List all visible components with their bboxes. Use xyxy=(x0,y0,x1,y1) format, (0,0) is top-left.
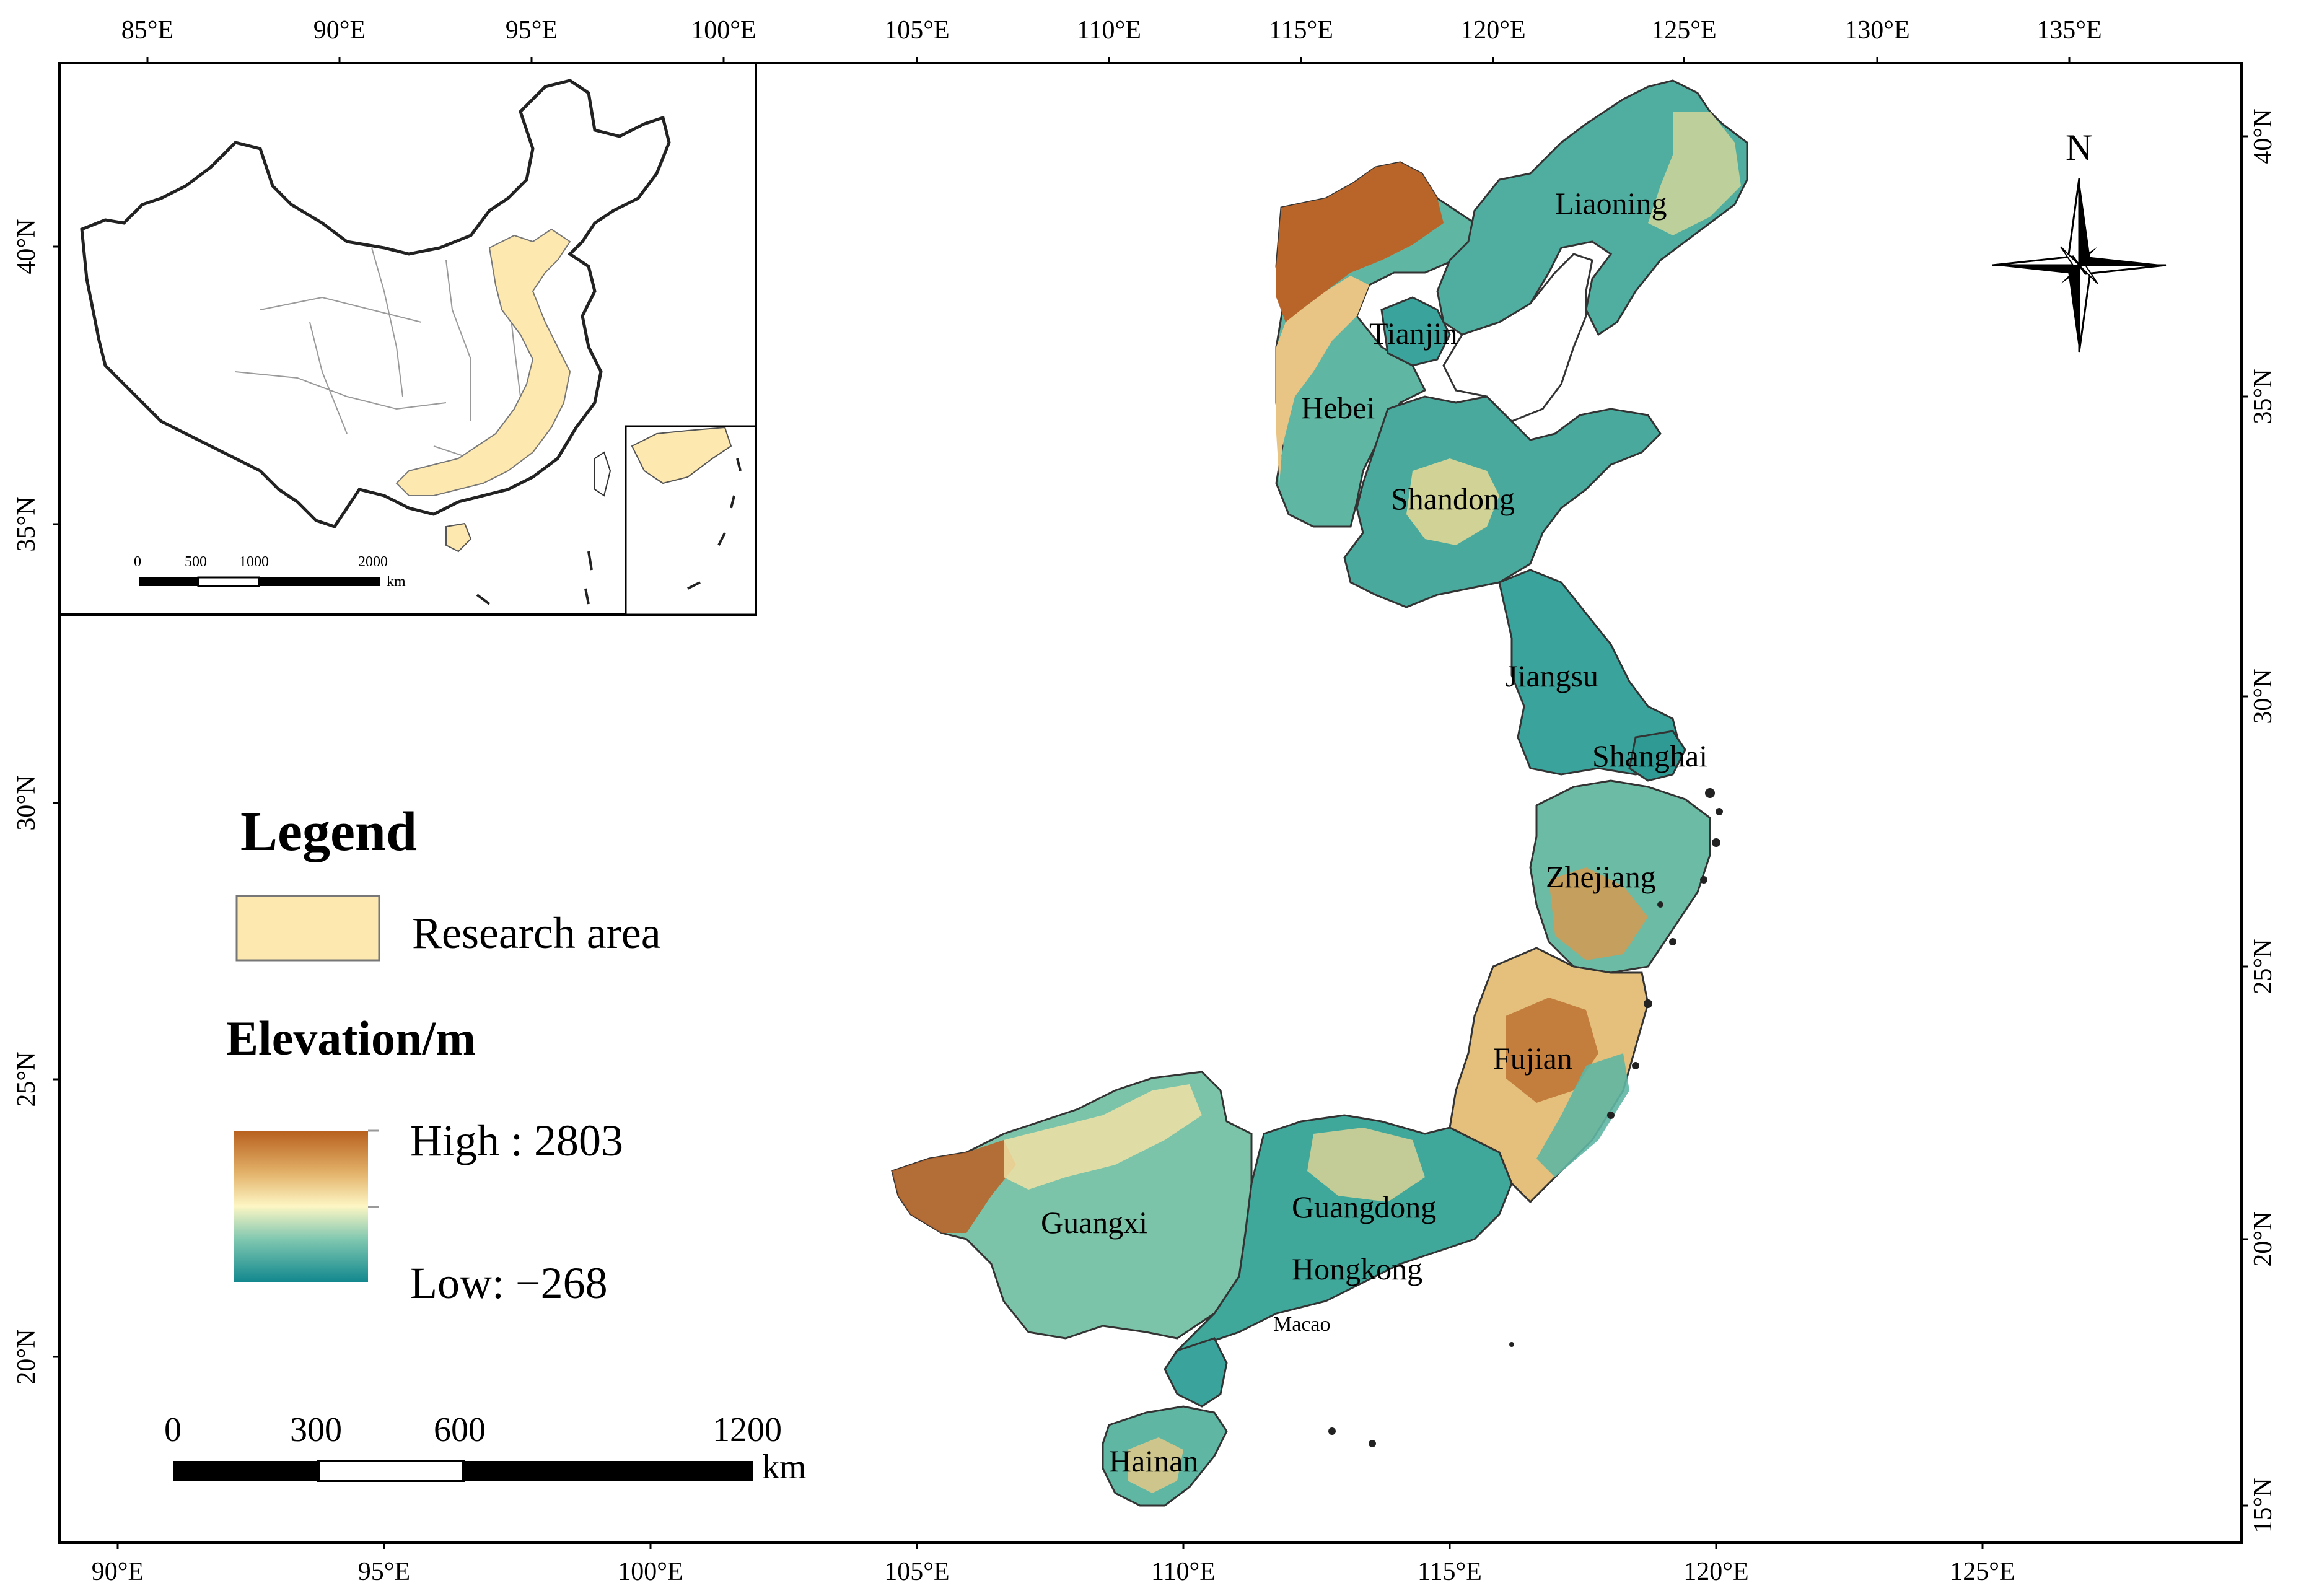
inset-scale-1000: 1000 xyxy=(239,554,269,570)
label-shanghai: Shanghai xyxy=(1592,739,1707,773)
scale-bar: 0 300 600 1200 km xyxy=(164,1411,807,1486)
top-lon-label: 85°E xyxy=(121,16,173,45)
left-lat-label: 35°N xyxy=(12,496,41,551)
label-guangxi: Guangxi xyxy=(1041,1205,1147,1240)
inset-research-area xyxy=(395,228,571,496)
label-tianjin: Tianjin xyxy=(1369,316,1458,351)
inset-scale-bar: 0 500 1000 2000 km xyxy=(134,554,406,590)
left-latitude-axis: 40°N 35°N 30°N 25°N 20°N xyxy=(12,219,59,1385)
shanghai-region xyxy=(1628,730,1686,782)
top-lon-label: 90°E xyxy=(313,16,366,45)
shandong-hills xyxy=(1406,458,1499,545)
left-lat-label: 25°N xyxy=(12,1051,41,1107)
label-guangdong: Guangdong xyxy=(1292,1190,1436,1224)
coastal-islands xyxy=(1328,788,1723,1447)
elevation-high-label: High : 2803 xyxy=(410,1116,623,1165)
tianjin-region xyxy=(1380,296,1451,367)
label-macao: Macao xyxy=(1273,1313,1331,1336)
legend: Legend Research area Elevation/m High : … xyxy=(226,801,661,1308)
right-latitude-axis: 40°N 35°N 30°N 25°N 20°N 15°N xyxy=(2242,108,2277,1533)
label-jiangsu: Jiangsu xyxy=(1506,659,1598,693)
bottom-lon-label: 95°E xyxy=(358,1558,410,1586)
north-label: N xyxy=(2066,127,2092,168)
north-arrow: N xyxy=(1992,127,2167,353)
top-lon-label: 130°E xyxy=(1844,16,1909,45)
right-lat-label: 15°N xyxy=(2249,1478,2277,1533)
top-lon-label: 125°E xyxy=(1651,16,1716,45)
fujian-coast xyxy=(1536,1053,1629,1177)
inset-map: 0 500 1000 2000 km xyxy=(58,62,757,616)
label-hebei: Hebei xyxy=(1301,390,1375,425)
hainan-mountains xyxy=(1128,1437,1183,1493)
bottom-lon-label: 105°E xyxy=(884,1558,949,1586)
elevation-low-label: Low: −268 xyxy=(410,1258,608,1308)
right-lat-label: 30°N xyxy=(2249,669,2277,724)
bottom-lon-label: 120°E xyxy=(1683,1558,1748,1586)
guangxi-uplands xyxy=(1004,1084,1202,1190)
research-area-label: Research area xyxy=(412,908,661,958)
bottom-longitude-axis: 90°E 95°E 100°E 105°E 110°E 115°E 120°E 125°E xyxy=(92,1543,2015,1586)
label-shandong: Shandong xyxy=(1391,481,1515,516)
elevation-title: Elevation/m xyxy=(226,1011,476,1065)
bottom-lon-label: 125°E xyxy=(1950,1558,2015,1586)
label-liaoning: Liaoning xyxy=(1555,186,1667,221)
leizhou-peninsula xyxy=(1164,1337,1228,1408)
right-lat-label: 20°N xyxy=(2249,1211,2277,1266)
legend-title: Legend xyxy=(240,801,417,862)
top-lon-label: 95°E xyxy=(506,16,558,45)
scale-label-1200: 1200 xyxy=(712,1411,782,1449)
bottom-lon-label: 110°E xyxy=(1151,1558,1216,1586)
inset-scale-2000: 2000 xyxy=(358,554,388,570)
scale-label-300: 300 xyxy=(290,1411,342,1449)
label-zhejiang: Zhejiang xyxy=(1546,859,1656,894)
inset-scale-0: 0 xyxy=(134,554,141,570)
left-lat-label: 40°N xyxy=(12,219,41,274)
scale-label-0: 0 xyxy=(164,1411,182,1449)
label-hainan: Hainan xyxy=(1109,1444,1198,1478)
guangdong-hills xyxy=(1307,1128,1425,1202)
left-lat-label: 30°N xyxy=(12,775,41,830)
top-lon-label: 135°E xyxy=(2036,16,2102,45)
inset-hainan xyxy=(445,522,472,553)
right-lat-label: 35°N xyxy=(2249,369,2277,424)
top-longitude-axis: 85°E 90°E 95°E 100°E 105°E 110°E 115°E 120°E 125… xyxy=(121,16,2102,63)
bottom-lon-label: 90°E xyxy=(92,1558,144,1586)
liaoning-highlands xyxy=(1648,112,1741,235)
inset-scale-unit: km xyxy=(387,574,406,590)
right-lat-label: 25°N xyxy=(2249,939,2277,994)
label-hongkong: Hongkong xyxy=(1292,1252,1422,1286)
south-china-sea-mini xyxy=(631,426,732,484)
fujian-peaks xyxy=(1506,998,1598,1103)
bottom-lon-label: 100°E xyxy=(618,1558,683,1586)
zhejiang-mountains xyxy=(1549,867,1648,960)
scale-label-600: 600 xyxy=(434,1411,486,1449)
nine-dash-marks xyxy=(476,458,742,605)
guangxi-mountains xyxy=(892,1140,1016,1233)
left-lat-label: 20°N xyxy=(12,1329,41,1384)
top-lon-label: 105°E xyxy=(884,16,949,45)
right-lat-label: 40°N xyxy=(2249,108,2277,164)
elevation-ramp xyxy=(234,1131,368,1282)
inset-taiwan xyxy=(594,451,611,497)
bohai-sea xyxy=(1442,253,1593,423)
bottom-lon-label: 115°E xyxy=(1418,1558,1482,1586)
inset-scale-500: 500 xyxy=(185,554,207,570)
top-lon-label: 115°E xyxy=(1269,16,1333,45)
hebei-mountains xyxy=(1276,162,1444,322)
top-lon-label: 110°E xyxy=(1077,16,1141,45)
top-lon-label: 100°E xyxy=(691,16,756,45)
hebei-foothills xyxy=(1276,276,1369,483)
shandong-region xyxy=(1343,395,1662,608)
label-fujian: Fujian xyxy=(1493,1041,1572,1076)
research-area-swatch xyxy=(235,895,380,962)
top-lon-label: 120°E xyxy=(1460,16,1525,45)
study-area xyxy=(891,79,1748,1507)
scale-unit: km xyxy=(762,1448,807,1486)
